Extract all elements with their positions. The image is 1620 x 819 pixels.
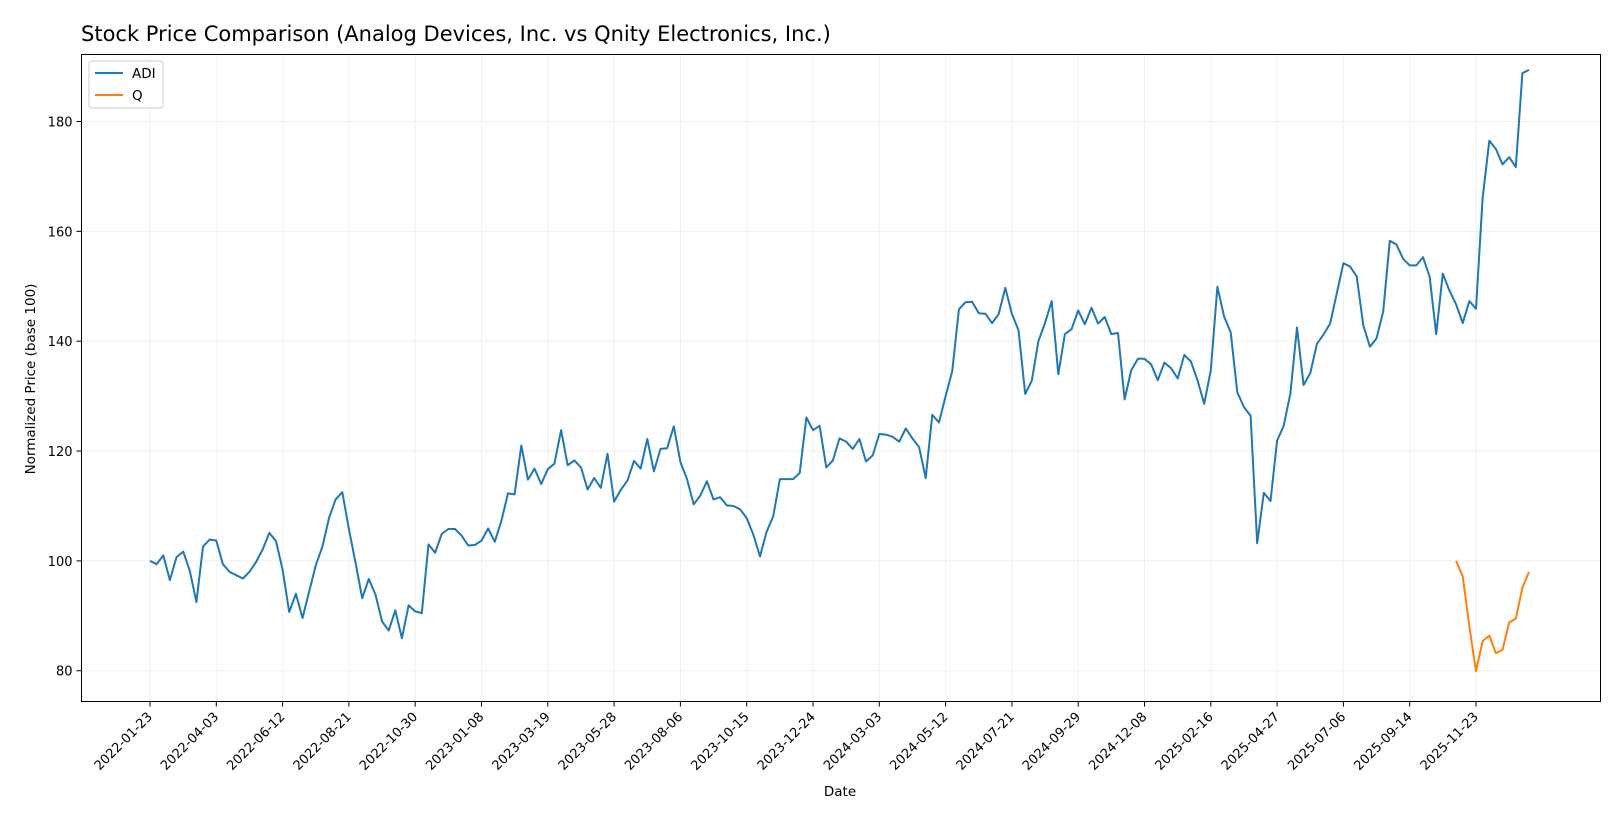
y-tick-label: 160: [48, 225, 73, 240]
x-tick-label: 2024-07-21: [954, 710, 1018, 774]
y-tick-label: 80: [56, 665, 73, 680]
x-tick-label: 2023-05-28: [556, 710, 620, 774]
y-tick-label: 140: [48, 335, 73, 350]
x-tick-label: 2023-03-19: [490, 710, 554, 774]
y-axis: 80 100 120 140 160 180: [48, 116, 82, 680]
x-tick-label: 2022-08-21: [291, 710, 355, 774]
series-line-adi: [149, 69, 1530, 640]
x-tick-label: 2022-01-23: [92, 710, 156, 774]
x-tick-label: 2023-08-06: [622, 710, 686, 774]
x-tick-label: 2024-12-08: [1086, 710, 1150, 774]
chart-title: Stock Price Comparison (Analog Devices, …: [81, 22, 831, 46]
x-tick-label: 2024-05-12: [887, 710, 951, 774]
x-tick-label: 2022-10-30: [357, 710, 421, 774]
x-tick-label: 2024-09-29: [1020, 710, 1084, 774]
y-tick-label: 120: [48, 445, 73, 460]
x-tick-label: 2022-04-03: [158, 710, 222, 774]
x-tick-label: 2023-01-08: [423, 710, 487, 774]
y-axis-label: Normalized Price (base 100): [23, 284, 39, 475]
series-layer: [149, 69, 1530, 673]
x-tick-label: 2025-04-27: [1219, 710, 1283, 774]
x-tick-label: 2025-09-14: [1351, 710, 1415, 774]
legend: ADI Q: [88, 60, 164, 109]
x-axis-label: Date: [824, 784, 856, 800]
grid-lines: [81, 54, 1601, 702]
x-tick-label: 2024-03-03: [821, 710, 885, 774]
y-tick-label: 100: [48, 555, 73, 570]
y-tick-label: 180: [48, 116, 73, 131]
legend-label-adi: ADI: [132, 66, 156, 82]
x-tick-label: 2025-11-23: [1418, 710, 1482, 774]
legend-label-q: Q: [132, 88, 143, 104]
x-tick-label: 2022-06-12: [224, 710, 288, 774]
x-tick-label: 2025-07-06: [1285, 710, 1349, 774]
series-line-q: [1455, 560, 1530, 673]
x-tick-label: 2025-02-16: [1153, 710, 1217, 774]
x-tick-label: 2023-12-24: [755, 710, 819, 774]
plot-frame: [81, 54, 1601, 702]
x-tick-label: 2023-10-15: [688, 710, 752, 774]
x-axis: 2022-01-23 2022-04-03 2022-06-12 2022-08-21…: [92, 701, 1482, 774]
